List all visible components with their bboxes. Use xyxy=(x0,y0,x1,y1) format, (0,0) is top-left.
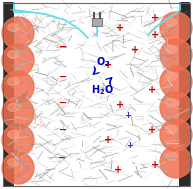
Ellipse shape xyxy=(8,158,19,166)
Ellipse shape xyxy=(160,92,192,124)
Ellipse shape xyxy=(2,97,34,129)
Ellipse shape xyxy=(8,50,19,58)
Ellipse shape xyxy=(2,152,34,184)
Text: +: + xyxy=(126,140,134,149)
Ellipse shape xyxy=(166,152,177,160)
Ellipse shape xyxy=(166,125,177,133)
Ellipse shape xyxy=(2,124,34,156)
Text: +: + xyxy=(116,100,124,110)
Text: +: + xyxy=(124,111,131,119)
Text: +: + xyxy=(116,23,124,33)
Text: +: + xyxy=(151,160,159,170)
Ellipse shape xyxy=(166,98,177,106)
Ellipse shape xyxy=(8,130,19,138)
Text: $\mathbf{O_2}$: $\mathbf{O_2}$ xyxy=(96,55,110,69)
Ellipse shape xyxy=(166,18,177,26)
Text: −: − xyxy=(59,42,67,52)
Ellipse shape xyxy=(160,39,192,71)
Ellipse shape xyxy=(160,66,192,98)
Ellipse shape xyxy=(2,44,34,76)
Text: −: − xyxy=(59,72,67,82)
Ellipse shape xyxy=(8,103,19,111)
Ellipse shape xyxy=(166,45,177,53)
Ellipse shape xyxy=(166,72,177,80)
Ellipse shape xyxy=(160,12,192,44)
Ellipse shape xyxy=(8,77,19,85)
Text: −: − xyxy=(58,153,66,163)
Text: $\mathbf{H_2O}$: $\mathbf{H_2O}$ xyxy=(91,83,114,97)
Text: +: + xyxy=(148,125,156,135)
Ellipse shape xyxy=(2,71,34,103)
Text: −: − xyxy=(59,98,67,108)
Ellipse shape xyxy=(2,17,34,49)
Text: +: + xyxy=(114,165,122,175)
Ellipse shape xyxy=(160,119,192,151)
Ellipse shape xyxy=(8,23,19,31)
Text: +: + xyxy=(151,13,159,23)
FancyBboxPatch shape xyxy=(179,2,190,187)
Bar xyxy=(92,18,102,26)
Text: +: + xyxy=(148,85,156,95)
Ellipse shape xyxy=(160,146,192,178)
Text: −: − xyxy=(59,125,67,135)
Text: +: + xyxy=(131,45,139,55)
Text: +: + xyxy=(104,135,112,145)
FancyBboxPatch shape xyxy=(3,2,14,187)
Text: +: + xyxy=(151,30,159,40)
Text: +: + xyxy=(104,60,112,70)
